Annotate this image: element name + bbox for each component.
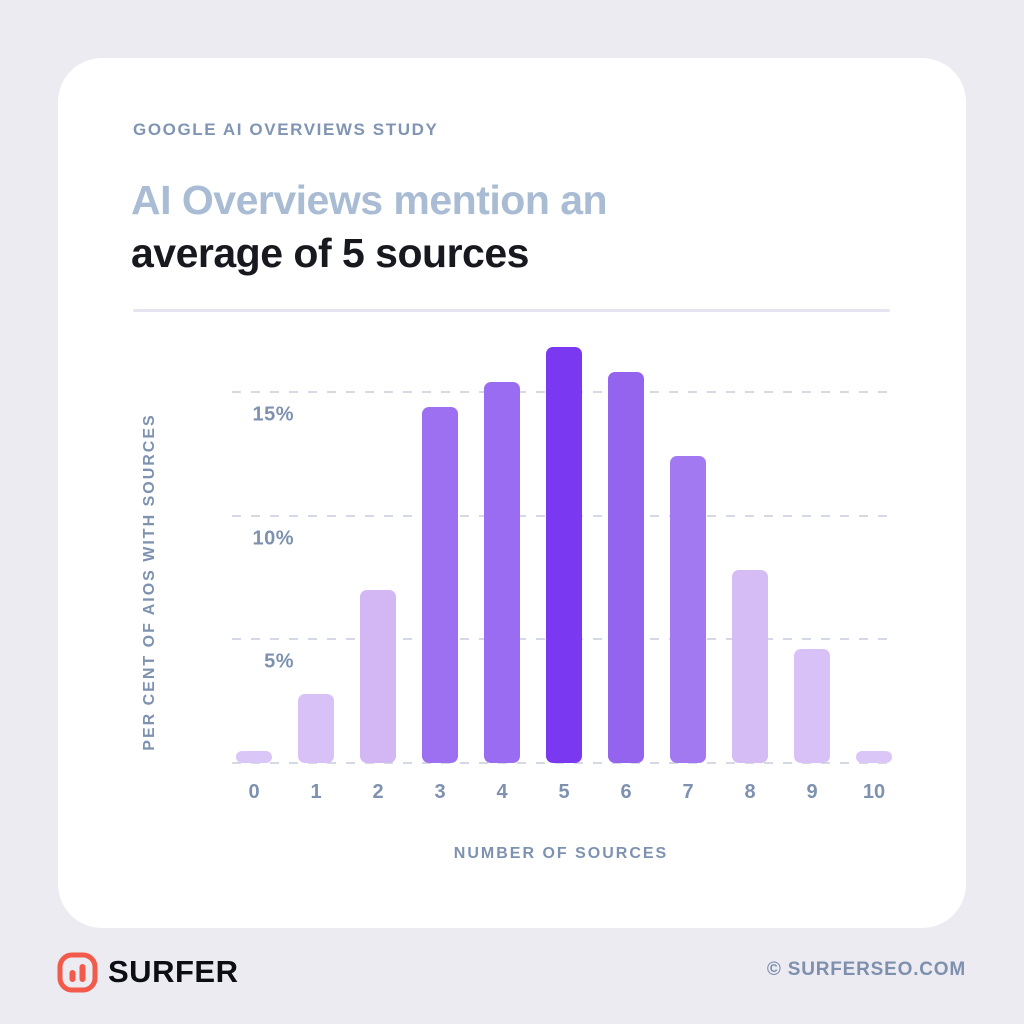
bar-sources-7 <box>670 456 706 763</box>
bar-sources-10 <box>856 751 892 763</box>
bar-sources-2 <box>360 590 396 763</box>
x-tick-label-0: 0 <box>248 781 260 803</box>
bar-sources-6 <box>608 372 644 763</box>
infographic-card: GOOGLE AI OVERVIEWS STUDY AI Overviews m… <box>58 58 966 928</box>
brand-name: SURFER <box>108 954 239 989</box>
bar-sources-0 <box>236 751 272 763</box>
gridline-baseline <box>232 762 890 764</box>
title-divider <box>133 309 890 312</box>
title-line-dark: average of 5 sources <box>131 230 529 276</box>
copyright-credit: © SURFERSEO.COM <box>766 959 966 980</box>
x-tick-label-4: 4 <box>496 781 508 803</box>
y-tick-label-10%: 10% <box>252 527 294 550</box>
bar-sources-1 <box>298 694 334 763</box>
x-tick-label-7: 7 <box>682 781 694 803</box>
x-tick-label-1: 1 <box>310 781 322 803</box>
brand-lockup: SURFER <box>57 950 238 994</box>
bar-sources-8 <box>732 570 768 763</box>
x-axis-title: NUMBER OF SOURCES <box>453 845 669 862</box>
page-title: AI Overviews mention an average of 5 sou… <box>131 174 608 280</box>
bar-chart-plot <box>232 340 892 764</box>
x-tick-label-8: 8 <box>744 781 756 803</box>
title-line-muted: AI Overviews mention an <box>131 177 608 223</box>
bar-sources-3 <box>422 407 458 763</box>
bar-sources-5 <box>546 347 582 763</box>
bar-sources-9 <box>794 649 830 763</box>
x-tick-label-6: 6 <box>620 781 632 803</box>
y-axis-title: PER CENT OF AIOS WITH SOURCES <box>141 413 158 751</box>
x-tick-label-5: 5 <box>558 781 570 803</box>
surfer-logo-icon <box>57 952 98 992</box>
y-tick-label-5%: 5% <box>264 650 294 673</box>
eyebrow-label: GOOGLE AI OVERVIEWS STUDY <box>133 120 439 139</box>
x-tick-label-9: 9 <box>806 781 818 803</box>
x-tick-label-3: 3 <box>434 781 446 803</box>
bar-sources-4 <box>484 382 520 763</box>
x-tick-label-2: 2 <box>372 781 384 803</box>
y-tick-label-15%: 15% <box>252 403 294 426</box>
x-tick-label-10: 10 <box>862 781 886 803</box>
